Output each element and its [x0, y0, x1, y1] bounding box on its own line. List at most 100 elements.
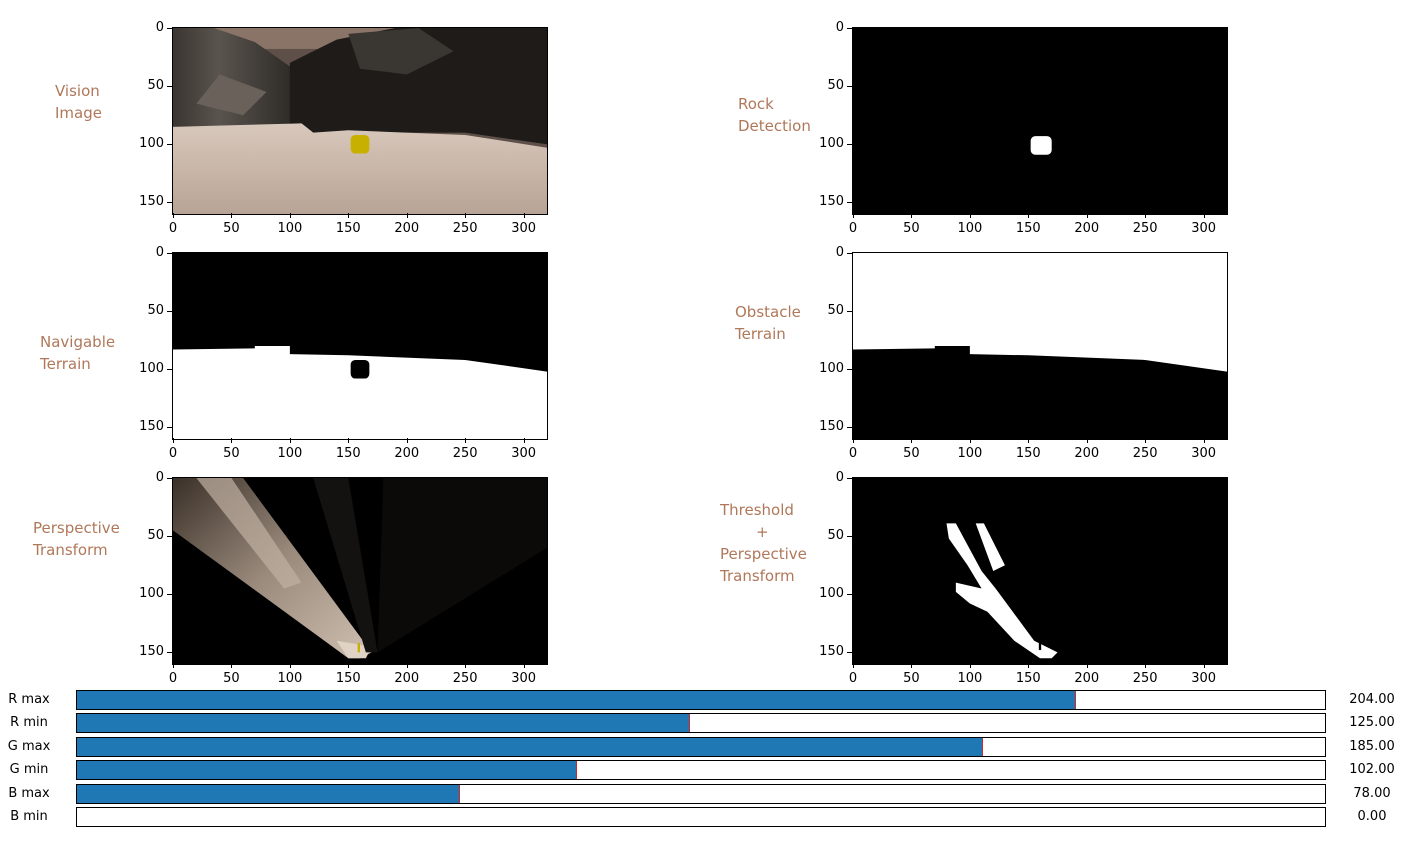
y-tick	[847, 594, 852, 596]
x-tick-label: 200	[1074, 221, 1100, 236]
x-tick	[348, 663, 350, 668]
y-tick	[847, 144, 852, 146]
slider-handle[interactable]	[459, 784, 460, 803]
x-tick-label: 150	[335, 671, 361, 686]
x-tick	[406, 213, 408, 218]
x-tick	[523, 663, 525, 668]
x-tick	[853, 213, 854, 218]
y-tick-label: 0	[835, 470, 844, 485]
x-tick	[969, 438, 971, 443]
y-tick-label: 50	[827, 303, 844, 319]
slider-track[interactable]	[76, 736, 1326, 757]
y-tick	[847, 652, 852, 654]
x-tick-label: 150	[335, 221, 361, 236]
x-tick	[1086, 438, 1088, 443]
x-tick	[911, 213, 913, 218]
y-tick-label: 150	[139, 419, 164, 435]
slider-value: 0.00	[1357, 809, 1387, 824]
x-tick-label: 50	[903, 221, 920, 236]
x-tick-label: 50	[223, 671, 240, 686]
y-tick-label: 150	[819, 419, 844, 435]
slider-value: 102.00	[1349, 762, 1395, 778]
x-tick	[1203, 663, 1205, 668]
slider-handle[interactable]	[689, 714, 690, 733]
slider-track[interactable]	[76, 783, 1326, 804]
x-tick-label: 150	[335, 446, 361, 461]
y-tick	[167, 478, 172, 479]
y-tick	[847, 202, 852, 204]
x-tick	[1028, 663, 1030, 668]
x-tick-label: 200	[394, 446, 420, 461]
threshold-perspective-axes: 0 50 100 150 200 250 300 0 50 100 150	[819, 471, 1228, 686]
slider-r-min: R min 125.00	[0, 712, 1416, 734]
y-tick	[847, 28, 852, 29]
x-tick	[465, 663, 467, 668]
x-tick-label: 250	[1132, 446, 1158, 461]
y-tick	[167, 253, 172, 254]
navigable-terrain-axes: 0 50 100 150 200 250 300 0 50 100 150	[139, 246, 548, 461]
slider-track[interactable]	[76, 760, 1326, 781]
x-tick	[173, 663, 174, 668]
x-tick	[1145, 663, 1147, 668]
obstacle-terrain-image	[852, 252, 1228, 440]
x-tick	[1145, 438, 1147, 443]
slider-g-min: G min 102.00	[0, 759, 1416, 781]
y-tick-label: 50	[147, 303, 164, 319]
x-tick	[1203, 438, 1205, 443]
y-tick-label: 50	[827, 78, 844, 94]
x-tick	[348, 438, 350, 443]
x-tick-label: 100	[277, 671, 303, 686]
x-tick-label: 100	[957, 446, 983, 461]
y-tick	[167, 536, 172, 538]
y-tick	[847, 369, 852, 371]
slider-handle[interactable]	[576, 761, 577, 780]
x-tick	[289, 213, 291, 218]
x-tick-label: 0	[848, 221, 858, 236]
threshold-perspective-title: Threshold + Perspective Transform	[720, 501, 807, 585]
x-tick-label: 250	[452, 671, 478, 686]
x-tick-label: 0	[168, 221, 178, 236]
x-tick-label: 250	[452, 446, 478, 461]
slider-handle[interactable]	[1075, 691, 1076, 709]
slider-fill	[77, 691, 1075, 709]
slider-g-max: G max 185.00	[0, 736, 1416, 758]
y-tick-label: 150	[139, 194, 164, 210]
slider-track[interactable]	[76, 713, 1326, 734]
x-tick-label: 0	[848, 446, 858, 461]
slider-value: 78.00	[1353, 785, 1391, 801]
perspective-transform-image	[172, 477, 548, 665]
y-tick-label: 0	[835, 245, 844, 260]
y-tick-label: 0	[155, 245, 164, 260]
y-tick-label: 100	[139, 586, 164, 602]
slider-b-max: B max 78.00	[0, 783, 1416, 805]
slider-label: G min	[9, 762, 49, 778]
x-tick-label: 300	[511, 446, 537, 461]
slider-label: R min	[10, 715, 48, 731]
slider-r-max: R max 204.00	[0, 689, 1416, 711]
slider-track[interactable]	[76, 690, 1326, 710]
perspective-transform-axes: 0 50 100 150 200 250 300 0 50 100 150	[139, 471, 548, 686]
y-tick	[847, 536, 852, 538]
y-tick	[167, 652, 172, 654]
vision-image	[172, 27, 548, 215]
y-tick	[167, 427, 172, 429]
y-tick-label: 0	[155, 470, 164, 485]
obstacle-terrain-title: Obstacle Terrain	[735, 303, 801, 343]
x-tick	[853, 663, 854, 668]
y-tick	[847, 253, 852, 254]
y-tick-label: 100	[819, 136, 844, 152]
slider-handle[interactable]	[982, 737, 983, 756]
x-tick	[853, 438, 854, 443]
y-tick	[167, 594, 172, 596]
rock-detection-image	[852, 27, 1228, 215]
x-tick-label: 300	[511, 221, 537, 236]
y-tick-label: 0	[835, 20, 844, 35]
x-tick-label: 50	[223, 221, 240, 236]
x-tick-label: 100	[957, 671, 983, 686]
y-tick-label: 150	[819, 194, 844, 210]
y-tick	[167, 369, 172, 371]
x-tick	[173, 438, 174, 443]
x-tick-label: 200	[394, 221, 420, 236]
x-tick	[465, 213, 467, 218]
slider-track[interactable]	[76, 807, 1326, 827]
